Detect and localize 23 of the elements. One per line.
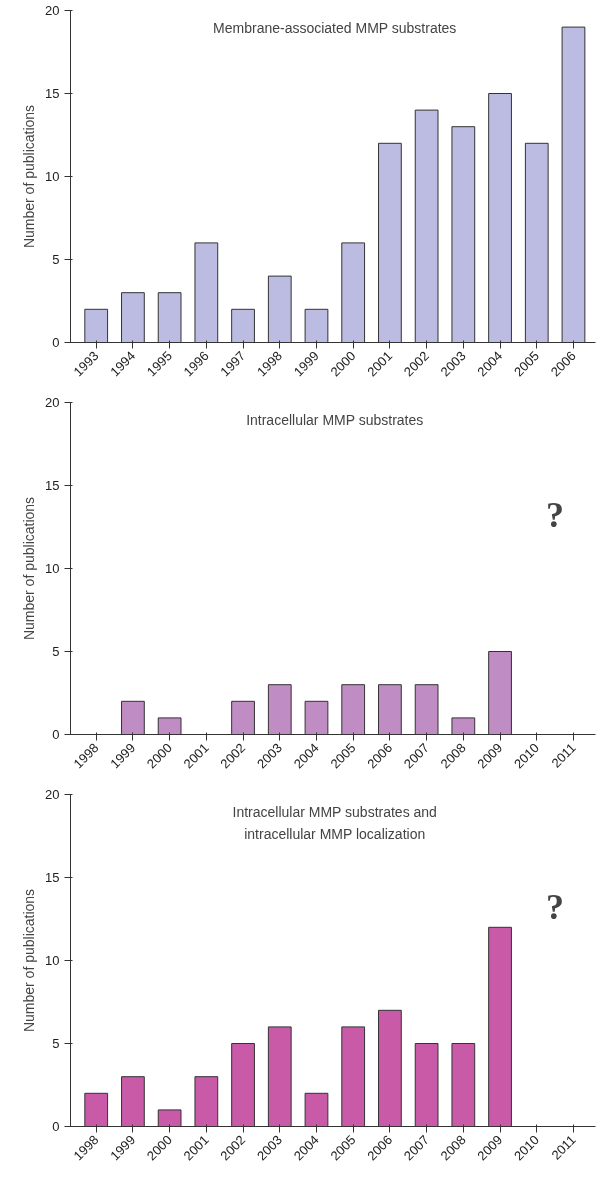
- y-tick-label: 0: [52, 727, 60, 742]
- y-tick-label: 20: [45, 3, 60, 18]
- y-tick-label: 5: [52, 644, 60, 659]
- y-tick-label: 15: [45, 86, 60, 101]
- y-tick-label: 15: [45, 870, 60, 885]
- y-tick-label: 0: [52, 1119, 60, 1134]
- y-axis-title: Number of publications: [21, 496, 38, 641]
- y-tick-label: 0: [52, 335, 60, 350]
- text: Intracellular MMP substrates: [246, 412, 424, 429]
- y-axis-title: Number of publications: [21, 888, 38, 1033]
- annotation: ?: [546, 495, 565, 536]
- y-tick-label: 10: [45, 953, 60, 968]
- y-tick-label: 20: [45, 787, 60, 802]
- y-tick-label: 10: [45, 169, 60, 184]
- y-tick-label: 20: [45, 395, 60, 410]
- text: Intracellular MMP substrates and intracellular MMP localization: [232, 804, 437, 843]
- y-tick-label: 10: [45, 561, 60, 576]
- y-axis-title: Number of publications: [21, 104, 38, 249]
- annotation: ?: [546, 887, 565, 928]
- text: Membrane-associated MMP substrates: [213, 20, 457, 37]
- y-tick-label: 5: [52, 1036, 60, 1051]
- y-tick-label: 15: [45, 478, 60, 493]
- y-tick-label: 5: [52, 252, 60, 267]
